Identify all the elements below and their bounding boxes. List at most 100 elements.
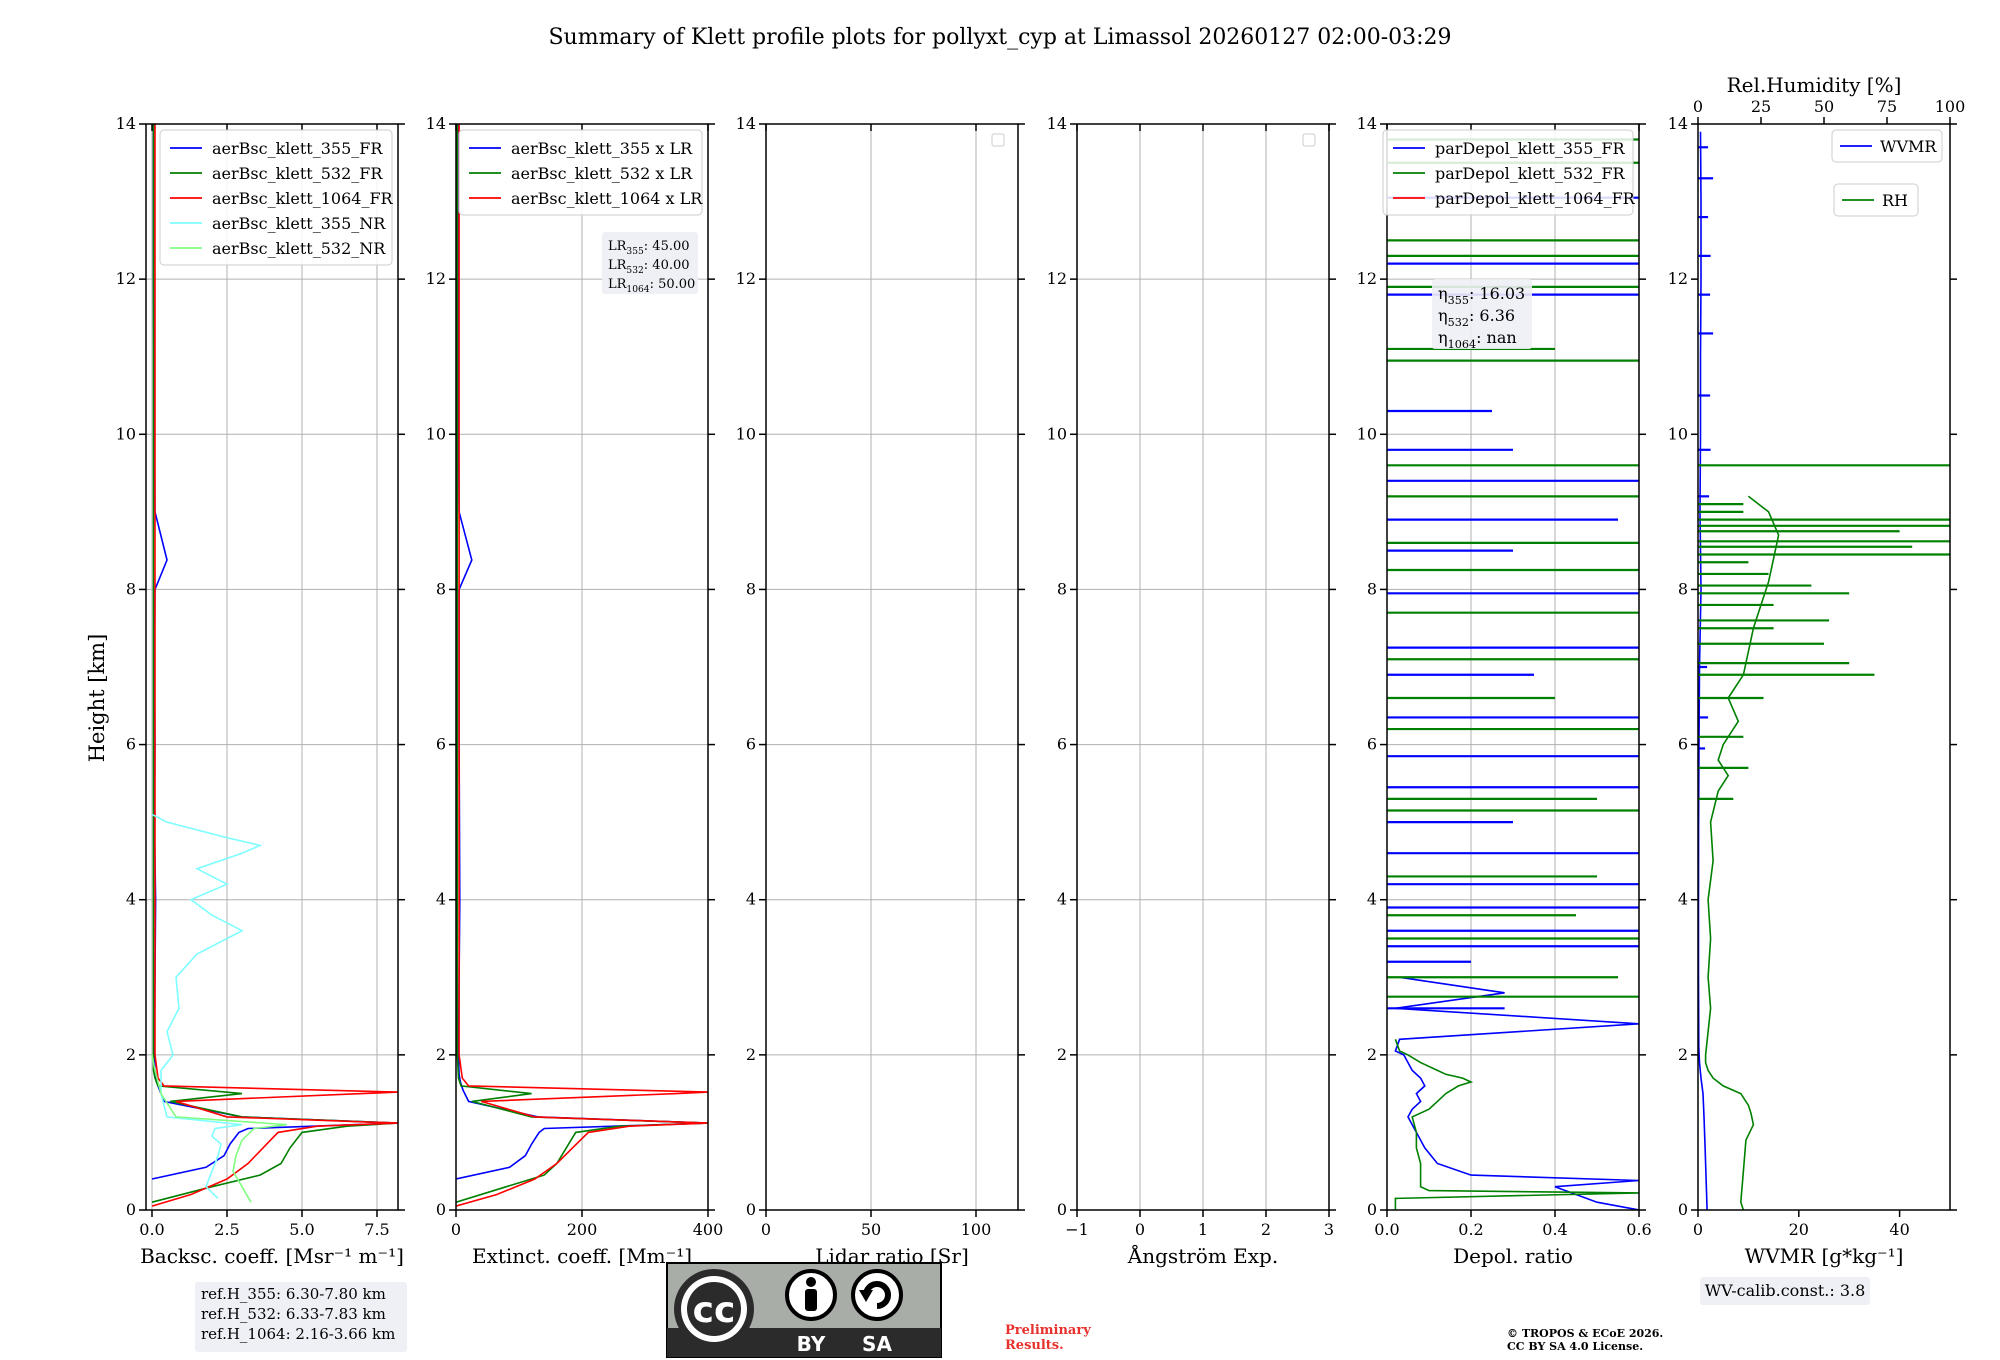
legend-label-2: aerBsc_klett_1064 x LR <box>511 189 703 208</box>
lidar-ratio-532: LR532: 40.00 <box>608 258 690 276</box>
badge-by-label: BY <box>797 1332 826 1356</box>
eta-1064-sub: 1064 <box>1448 338 1476 351</box>
legend-label-2: aerBsc_klett_1064_FR <box>212 189 394 208</box>
y-tick-label: 8 <box>1057 579 1067 598</box>
eta-532: η532: 6.36 <box>1438 306 1515 329</box>
cc-glyph-icon: cc <box>693 1290 736 1331</box>
x-tick-label: 0 <box>1135 1220 1145 1239</box>
x-axis-label: Depol. ratio <box>1453 1244 1573 1268</box>
y-tick-label: 4 <box>746 890 756 909</box>
y-tick-label: 0 <box>126 1200 136 1219</box>
y-tick-label: 4 <box>436 890 446 909</box>
eta-box-bg <box>1432 279 1532 349</box>
x-tick-label: 0.4 <box>1542 1220 1567 1239</box>
x-axis-label: Backsc. coeff. [Msr⁻¹ m⁻¹] <box>140 1244 404 1268</box>
x-tick-label: 400 <box>693 1220 724 1239</box>
axes-frame <box>1697 123 1951 1211</box>
x-axis-label: Ångström Exp. <box>1127 1243 1278 1268</box>
y-tick-label: 4 <box>126 890 136 909</box>
lidar-ratio-355-value: : 45.00 <box>644 239 690 254</box>
legend-box <box>1382 129 1634 216</box>
eta-532-symbol: η <box>1438 306 1448 325</box>
legend-extinction: aerBsc_klett_355 x LR aerBsc_klett_532 x … <box>458 129 703 216</box>
x-tick-label: 5.0 <box>289 1220 314 1239</box>
x-tick-label: 0 <box>451 1220 461 1239</box>
y-tick-label: 4 <box>1678 890 1688 909</box>
y-axis-label: Height [km] <box>85 634 109 763</box>
ref-height-1064: ref.H_1064: 2.16-3.66 km <box>201 1325 396 1343</box>
eta-355-value: : 16.03 <box>1469 284 1525 303</box>
x-tick-label: 2 <box>1261 1220 1271 1239</box>
series-backscatter-2 <box>151 124 398 1207</box>
x-tick-label: 1 <box>1198 1220 1208 1239</box>
legend-box <box>159 129 393 266</box>
x-tick-label: −1 <box>1065 1220 1089 1239</box>
panel-extinction: 0 200 400 0 2 4 6 8 10 12 14 Extinct. coeff. [Mm⁻¹]… <box>426 114 724 1268</box>
y-tick-label: 2 <box>1678 1045 1688 1064</box>
lidar-ratio-1064-sub: 1064 <box>626 285 649 295</box>
legend-label-4: aerBsc_klett_532_NR <box>212 239 386 258</box>
eta-355-symbol: η <box>1438 284 1448 303</box>
preliminary-notice: Preliminary Results. <box>1005 1323 1091 1353</box>
eta-1064-value: : nan <box>1476 328 1517 347</box>
x-tick-label: 0.0 <box>139 1220 164 1239</box>
ref-height-532: ref.H_532: 6.33-7.83 km <box>201 1305 386 1323</box>
legend-label-2: parDepol_klett_1064_FR <box>1435 189 1636 208</box>
y-tick-label: 6 <box>436 735 446 754</box>
legend-label-1: aerBsc_klett_532 x LR <box>511 164 693 183</box>
top-tick-label: 100 <box>1935 97 1966 116</box>
lidar-ratio-1064-value: : 50.00 <box>650 277 696 292</box>
x-tick-label: 0.0 <box>1374 1220 1399 1239</box>
y-tick-label: 2 <box>126 1045 136 1064</box>
legend-label-0: aerBsc_klett_355 x LR <box>511 139 693 158</box>
axes-frame <box>1386 123 1640 1211</box>
x-tick-label: 0.2 <box>1458 1220 1483 1239</box>
y-tick-label: 10 <box>426 424 446 443</box>
y-tick-label: 12 <box>426 269 446 288</box>
x-tick-label: 40 <box>1889 1220 1909 1239</box>
lidar-ratio-532-sub: 532 <box>626 266 643 276</box>
eta-532-value: : 6.36 <box>1469 306 1515 325</box>
y-tick-label: 2 <box>436 1045 446 1064</box>
legend-label-0: parDepol_klett_355_FR <box>1435 139 1626 158</box>
y-tick-label: 8 <box>1367 579 1377 598</box>
empty-legend <box>991 133 1005 147</box>
lidar-ratio-355: LR355: 45.00 <box>608 239 690 257</box>
series-wvmr-1 <box>1704 495 1780 1210</box>
y-tick-label: 6 <box>746 735 756 754</box>
legend-label: WVMR <box>1880 137 1937 156</box>
series-extinction-2 <box>456 124 708 1207</box>
y-tick-label: 8 <box>436 579 446 598</box>
y-tick-label: 6 <box>1057 735 1067 754</box>
top-tick-label: 25 <box>1751 97 1771 116</box>
series-backscatter-0 <box>151 124 398 1180</box>
y-tick-label: 2 <box>746 1045 756 1064</box>
top-tick-label: 75 <box>1877 97 1897 116</box>
ref-height-355: ref.H_355: 6.30-7.80 km <box>201 1285 386 1303</box>
lidar-ratio-1064: LR1064: 50.00 <box>608 277 695 295</box>
x-tick-label: 200 <box>567 1220 598 1239</box>
series-backscatter-3 <box>151 813 263 1199</box>
y-tick-label: 12 <box>1357 269 1377 288</box>
y-tick-label: 14 <box>1357 114 1377 133</box>
wv-calibration-box: WV-calib.const.: 3.8 <box>1700 1277 1870 1305</box>
cc-circle-core <box>687 1282 741 1336</box>
eta-1064-symbol: η <box>1438 328 1448 347</box>
x-tick-label: 0 <box>761 1220 771 1239</box>
eta-355-sub: 355 <box>1448 294 1469 307</box>
y-tick-label: 6 <box>1367 735 1377 754</box>
y-tick-label: 10 <box>1357 424 1377 443</box>
x-tick-label: 0.6 <box>1626 1220 1651 1239</box>
eta-1064: η1064: nan <box>1438 328 1517 351</box>
lidar-ratio-355-symbol: LR <box>608 239 628 254</box>
y-tick-label: 2 <box>1057 1045 1067 1064</box>
x-tick-label: 2.5 <box>214 1220 239 1239</box>
top-tick-label: 50 <box>1814 97 1834 116</box>
y-tick-label: 12 <box>116 269 136 288</box>
y-tick-label: 12 <box>736 269 756 288</box>
by-person-body <box>805 1289 817 1311</box>
y-tick-label: 10 <box>1047 424 1067 443</box>
legend-box <box>458 129 703 216</box>
